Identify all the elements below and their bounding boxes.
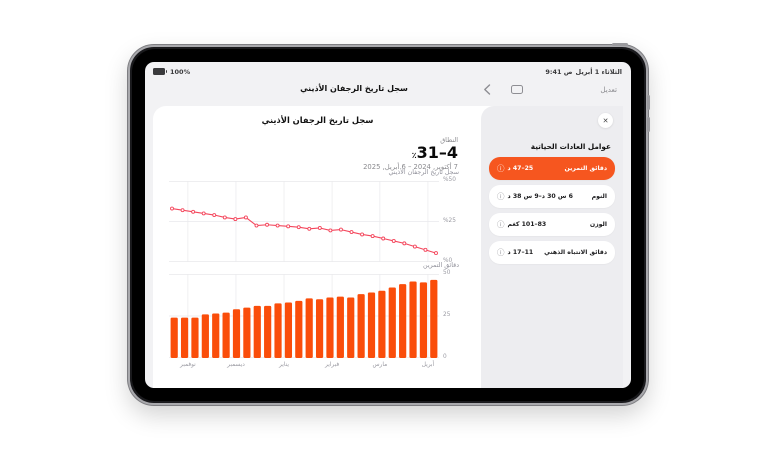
date-range: 7 أكتوبر, 2024 – 6 أبريل, 2025 bbox=[363, 163, 458, 172]
status-time: 9:41 ص bbox=[545, 67, 573, 76]
edit-button[interactable]: تعديل bbox=[600, 85, 617, 94]
sheet-title: سجل تاريخ الرجفان الأذيني bbox=[261, 115, 374, 125]
screen: 100% 9:41 ص الثلاثاء 1 أبريل سج bbox=[145, 62, 631, 388]
status-date: الثلاثاء 1 أبريل bbox=[575, 67, 622, 76]
info-icon[interactable]: ⓘ bbox=[497, 247, 505, 257]
exercise-bar-chart bbox=[169, 274, 439, 358]
nav-title: سجل تاريخ الرجفان الأذيني bbox=[300, 84, 408, 93]
wifi-icon bbox=[153, 68, 162, 75]
chart-area: سجل تاريخ الرجفان الأذيني النطاق 4–31 ٪ … bbox=[153, 106, 482, 388]
range-summary: النطاق 4–31 ٪ 7 أكتوبر, 2024 – 6 أبريل, … bbox=[363, 136, 458, 171]
bar-chart-label: دقائق التمرين bbox=[423, 262, 459, 269]
volume-up-button bbox=[647, 95, 650, 110]
x-axis-month-label: ديسمبر bbox=[227, 362, 245, 368]
x-axis-month-label: أبريل bbox=[421, 362, 435, 368]
lifestyle-factor-list: دقائق التمرين 25–47 د ⓘ النوم 6 س 30 د–9 س 3… bbox=[489, 157, 615, 269]
factor-value-group: 6 س 30 د–9 س 38 د ⓘ bbox=[497, 193, 573, 201]
power-button bbox=[612, 43, 628, 46]
factor-value: 25–47 د bbox=[507, 165, 534, 172]
y-axis-tick: %50 bbox=[443, 177, 456, 183]
line-chart-svg bbox=[169, 181, 439, 262]
info-icon[interactable]: ⓘ bbox=[497, 191, 505, 201]
range-value: 4–31 bbox=[416, 143, 458, 162]
factor-label: النوم bbox=[591, 193, 607, 200]
volume-down-button bbox=[647, 117, 650, 132]
y-axis-tick: 0 bbox=[443, 354, 447, 360]
y-axis-tick: %25 bbox=[443, 217, 456, 224]
x-axis-month-label: مارس bbox=[372, 362, 388, 368]
lifestyle-factor-row[interactable]: النوم 6 س 30 د–9 س 38 د ⓘ bbox=[489, 185, 615, 208]
stage-manager-window-icon[interactable] bbox=[511, 85, 523, 94]
factor-label: الوزن bbox=[589, 221, 607, 228]
factor-value-group: 11–17 د ⓘ bbox=[497, 249, 533, 257]
tablet-device: 100% 9:41 ص الثلاثاء 1 أبريل سج bbox=[128, 43, 650, 405]
close-icon[interactable]: ✕ bbox=[598, 113, 613, 128]
factor-value-group: 25–47 د ⓘ bbox=[497, 165, 533, 173]
factor-label: دقائق الانتباه الذهني bbox=[544, 249, 607, 256]
range-label: النطاق bbox=[440, 136, 458, 144]
x-axis-month-label: يناير bbox=[279, 362, 289, 368]
y-axis-tick: %0 bbox=[443, 258, 453, 264]
factor-label: دقائق التمرين bbox=[564, 165, 607, 172]
chevron-left-icon[interactable] bbox=[483, 84, 491, 95]
factor-value: 6 س 30 د–9 س 38 د bbox=[507, 193, 573, 200]
bezel: 100% 9:41 ص الثلاثاء 1 أبريل سج bbox=[132, 49, 644, 401]
lifestyle-factor-row[interactable]: الوزن 83–101 كغم ⓘ bbox=[489, 213, 615, 236]
navigation-bar: سجل تاريخ الرجفان الأذيني تعديل bbox=[145, 81, 631, 99]
factor-value-group: 83–101 كغم ⓘ bbox=[497, 221, 546, 229]
x-axis-month-label: نوفمبر bbox=[180, 362, 196, 368]
afib-line-chart bbox=[169, 181, 439, 262]
y-axis-tick: 50 bbox=[443, 270, 451, 276]
panel-title: عوامل العادات الحياتية bbox=[530, 142, 611, 151]
battery-percent: 100% bbox=[170, 67, 191, 76]
x-axis-month-label: فبراير bbox=[325, 362, 340, 368]
lifestyle-factor-row[interactable]: دقائق الانتباه الذهني 11–17 د ⓘ bbox=[489, 241, 615, 264]
lifestyle-factor-row[interactable]: دقائق التمرين 25–47 د ⓘ bbox=[489, 157, 615, 180]
afib-history-sheet: سجل تاريخ الرجفان الأذيني النطاق 4–31 ٪ … bbox=[153, 106, 623, 388]
factor-value: 83–101 كغم bbox=[507, 221, 547, 228]
line-chart-label: سجل تاريخ الرجفان الأذيني bbox=[388, 169, 459, 176]
lifestyle-factors-panel: ✕ عوامل العادات الحياتية دقائق التمرين 25… bbox=[481, 106, 623, 388]
range-value-row: 4–31 ٪ bbox=[363, 143, 458, 162]
status-bar: 100% 9:41 ص الثلاثاء 1 أبريل bbox=[153, 65, 622, 78]
percent-sign: ٪ bbox=[411, 151, 417, 161]
factor-value: 11–17 د bbox=[507, 249, 534, 256]
y-axis-tick: 25 bbox=[443, 312, 451, 318]
bar-chart-svg bbox=[169, 274, 439, 358]
info-icon[interactable]: ⓘ bbox=[497, 219, 505, 229]
info-icon[interactable]: ⓘ bbox=[497, 163, 505, 173]
